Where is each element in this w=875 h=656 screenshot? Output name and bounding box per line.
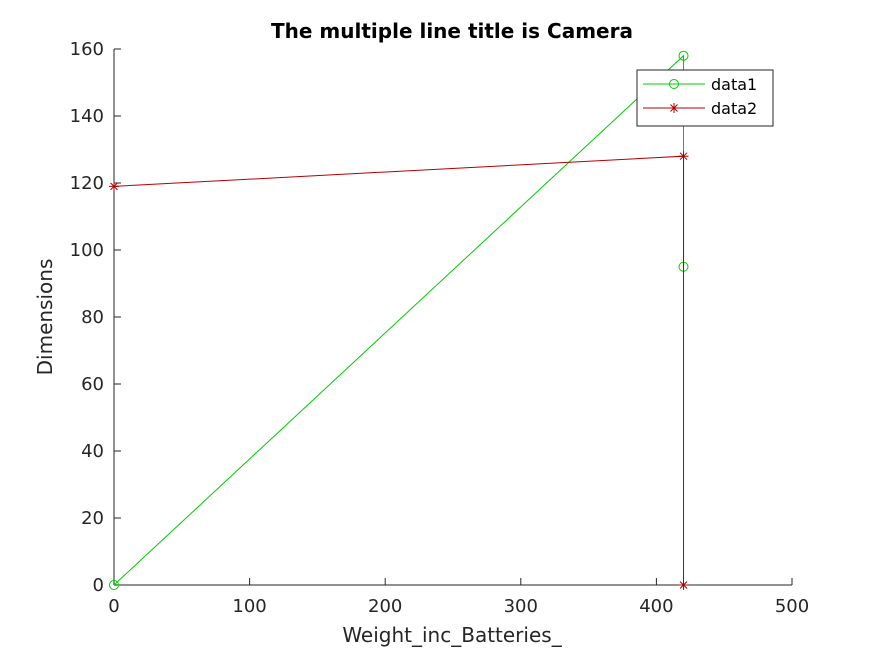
data-point-data2 xyxy=(678,151,689,162)
legend-marker xyxy=(669,103,679,113)
legend-box xyxy=(636,69,774,127)
series-line-data1 xyxy=(113,54,685,586)
x-tick-label: 300 xyxy=(504,596,538,617)
legend-entry-data2: data2 xyxy=(643,99,757,118)
series-layer xyxy=(109,50,689,590)
asterisk-stroke xyxy=(110,182,118,191)
y-axis-label: Dimensions xyxy=(33,259,57,376)
x-tick-label: 0 xyxy=(108,596,119,617)
asterisk-stroke xyxy=(679,152,688,161)
data-point-data2 xyxy=(678,580,689,590)
legend-label: data1 xyxy=(711,75,757,94)
series-line-data2 xyxy=(113,155,685,585)
y-tick-label: 0 xyxy=(93,575,104,596)
y-tick-label: 100 xyxy=(70,240,104,261)
x-tick-label: 100 xyxy=(232,596,266,617)
x-tick-label: 500 xyxy=(775,596,809,617)
y-tick-label: 20 xyxy=(81,508,104,529)
series-data2 xyxy=(109,151,689,590)
legend: data1 data2 xyxy=(636,69,774,127)
data-point-data1 xyxy=(678,50,689,61)
asterisk-stroke xyxy=(670,104,678,112)
data-point-data1 xyxy=(109,580,119,590)
x-axis-label: Weight_inc_Batteries_ xyxy=(342,623,562,647)
legend-marker xyxy=(669,79,679,89)
asterisk-stroke xyxy=(679,581,688,589)
y-tick-label: 80 xyxy=(81,307,104,328)
x-tick-label: 200 xyxy=(368,596,402,617)
x-tick-label: 400 xyxy=(639,596,673,617)
chart-title: The multiple line title is Camera xyxy=(271,19,633,43)
legend-entry-data1: data1 xyxy=(643,75,757,94)
data-point-data2 xyxy=(109,181,119,192)
legend-label: data2 xyxy=(711,99,757,118)
y-tick-label: 60 xyxy=(81,374,104,395)
y-tick-label: 160 xyxy=(70,39,104,60)
y-tick-label: 40 xyxy=(81,441,104,462)
series-data1 xyxy=(109,50,689,590)
y-tick-label: 140 xyxy=(70,106,104,127)
y-tick-label: 120 xyxy=(70,173,104,194)
axes: 0 100 200 300 400 500 0 20 40 60 80 100 120 140 160 xyxy=(70,39,810,617)
